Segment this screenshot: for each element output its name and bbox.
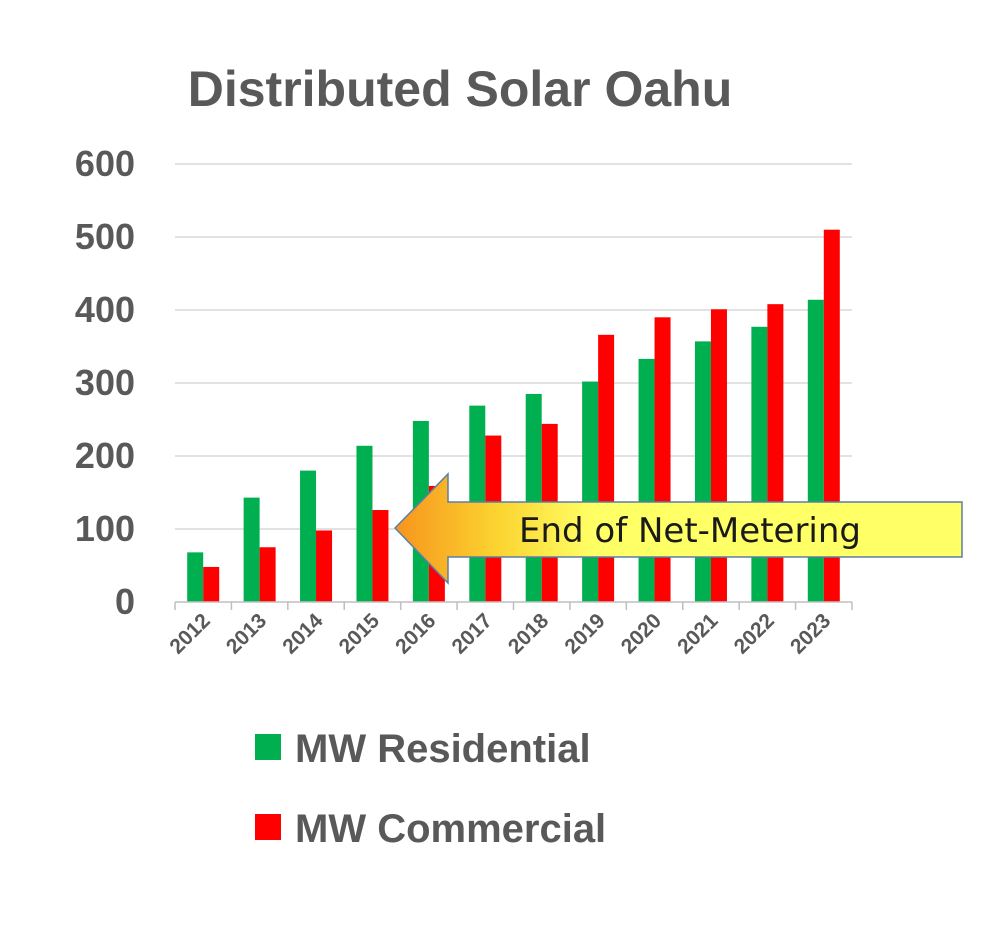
bar-residential-2020 [638,358,655,602]
legend: MW Residential MW Commercial [255,727,606,851]
x-tick-label: 2017 [448,609,497,658]
x-tick-label: 2018 [504,609,554,659]
x-tick-label: 2014 [278,609,328,659]
bar-residential-2014 [300,470,317,602]
x-tick-label: 2013 [222,609,271,658]
bar-commercial-2020 [654,317,671,602]
y-tick-label: 500 [75,216,135,257]
y-tick-label: 600 [75,143,135,184]
x-axis [174,601,853,610]
bar-commercial-2012 [203,566,220,602]
legend-label-residential: MW Residential [295,727,591,771]
chart-title: Distributed Solar Oahu [188,61,733,117]
y-tick-label: 200 [75,435,135,476]
legend-label-commercial: MW Commercial [295,807,606,851]
y-tick-label: 0 [115,581,135,622]
x-tick-label: 2020 [617,609,666,658]
y-axis-tick-labels: 600 500 400 300 200 100 0 [75,143,135,622]
x-tick-label: 2012 [165,609,214,658]
annotation-label: End of Net-Metering [519,511,861,551]
x-tick-label: 2019 [560,609,609,658]
y-tick-label: 400 [75,289,135,330]
bar-residential-2012 [187,552,204,602]
bar-residential-2015 [356,445,373,602]
x-tick-label: 2022 [730,609,779,658]
legend-swatch-residential [255,734,281,760]
bar-commercial-2015 [372,510,389,602]
bar-residential-2018 [525,393,542,602]
bar-residential-2013 [243,497,260,602]
bar-commercial-2013 [259,547,276,602]
gridlines [175,163,852,530]
annotation-arrow [393,472,963,585]
bar-residential-2022 [751,326,768,602]
bar-commercial-2021 [710,309,727,602]
x-tick-label: 2016 [391,609,440,658]
bar-residential-2021 [694,341,711,602]
y-tick-label: 100 [75,508,135,549]
annotation-end-of-net-metering: End of Net-Metering [393,472,963,585]
x-tick-label: 2015 [335,609,385,659]
bar-residential-2019 [582,381,599,602]
x-axis-tick-labels: 2012 2013 2014 2015 2016 2017 2018 2019 2020 2021… [165,609,835,659]
bar-commercial-2019 [598,334,615,602]
legend-swatch-commercial [255,814,281,840]
x-tick-label: 2023 [786,609,835,658]
bar-commercial-2014 [316,530,333,602]
y-tick-label: 300 [75,362,135,403]
x-tick-label: 2021 [673,609,723,659]
